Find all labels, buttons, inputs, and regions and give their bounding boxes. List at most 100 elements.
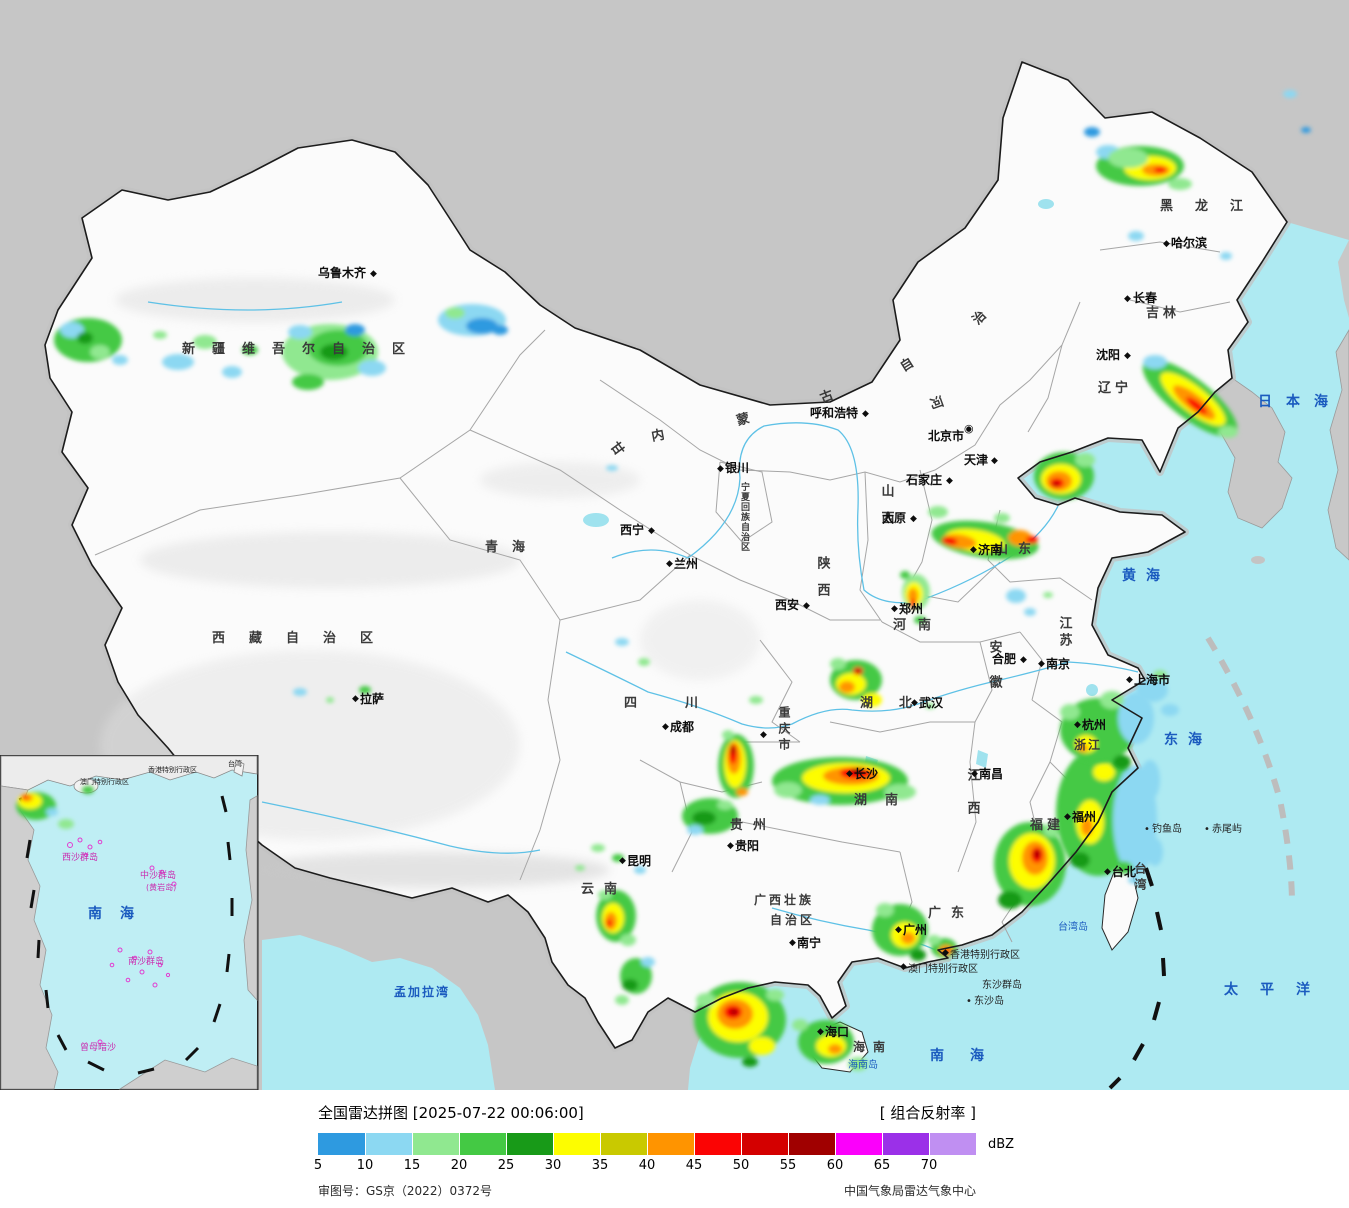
legend-cell — [835, 1133, 882, 1155]
city-marker-zhengzhou: ◆ — [891, 604, 898, 614]
city-label-zhengzhou: 郑州 — [899, 601, 923, 616]
maritime-dash-line — [1108, 867, 1166, 1090]
city-marker-changsha: ◆ — [846, 769, 853, 779]
radar-echo-jiangsu-specks — [1006, 589, 1053, 616]
province-label-guangdong: 广东 — [928, 905, 974, 921]
city-label-wulumuqi: 乌鲁木齐 — [318, 265, 367, 280]
city-marker-jinan: ◆ — [970, 545, 977, 555]
sea-label-bay-of-bengal: 孟加拉湾 — [394, 984, 450, 999]
sea-label-yellow-sea: 黄海 — [1122, 567, 1170, 584]
legend-value: 65 — [873, 1158, 891, 1173]
province-label-ningxia: 宁夏回族自治区 — [739, 481, 751, 552]
legend-value: 35 — [591, 1158, 609, 1173]
city-label-hefei: 合肥 — [992, 651, 1016, 666]
legend-cell — [459, 1133, 506, 1155]
radar-echo-tibet-specks — [293, 465, 618, 703]
city-marker-wuhan: ◆ — [911, 698, 918, 708]
legend-bar: 全国雷达拼图 [2025-07-22 00:06:00] [ 组合反射率 ] d… — [0, 1090, 1349, 1208]
legend-cell — [506, 1133, 553, 1155]
legend-value: 20 — [450, 1158, 468, 1173]
yangtze-river — [565, 651, 1139, 729]
city-label-nanjing: 南京 — [1046, 656, 1070, 671]
city-marker-lasa: ◆ — [352, 694, 359, 704]
province-label-yunnan: 云南 — [581, 881, 627, 897]
province-label-jiangsu: 江苏 — [1057, 615, 1073, 650]
radar-echo-hunan-band — [772, 757, 916, 805]
province-label-xizang: 西藏自治区 — [212, 630, 397, 646]
capital-marker-beijing: ◉ — [964, 422, 974, 435]
city-marker-wulumuqi: ◆ — [370, 269, 377, 279]
radar-echo-north-taiwan — [1116, 862, 1140, 884]
city-label-taibei: 台北 — [1112, 864, 1136, 879]
province-label-shaanxi: 陕西 — [815, 555, 831, 610]
city-marker-nanning: ◆ — [789, 938, 796, 948]
island-label-dongshaqundao: 东沙群岛 — [982, 978, 1022, 991]
island-dot-diaoyu: • — [1144, 824, 1150, 835]
radar-echo-bohai — [1034, 452, 1095, 500]
inset-label-zengmu: 曾母暗沙 — [80, 1041, 116, 1053]
island-label-taiwandao: 台湾岛 — [1058, 920, 1088, 933]
city-marker-haikou: ◆ — [817, 1027, 824, 1037]
japan-coast — [1327, 329, 1349, 561]
island-label-dongshadao: 东沙岛 — [974, 994, 1004, 1007]
china-radar-map: 黑龙江 吉林 辽宁 内蒙古自治区 新疆维吾尔自治区 甘肃 青海 西藏自治区 四川… — [0, 0, 1349, 1091]
legend-cell — [694, 1133, 741, 1155]
inset-map-south-china-sea: 台湾 香港特别行政区 澳门特别行政区 西沙群岛 中沙群岛 (黄岩岛) 南海 南沙… — [0, 755, 259, 1091]
province-label-heilongjiang: 黑龙江 — [1160, 198, 1265, 214]
east-south-sea — [688, 222, 1349, 1090]
province-label-sichuan: 四川 — [624, 696, 746, 711]
credit-label: 中国气象局雷达气象中心 — [843, 1184, 976, 1198]
inset-nine-dash-line — [18, 795, 234, 1075]
city-marker-macau: ◆ — [900, 962, 907, 972]
legend-title-row: 全国雷达拼图 [2025-07-22 00:06:00] [ 组合反射率 ] — [318, 1102, 976, 1123]
city-marker-kunming: ◆ — [619, 856, 626, 866]
city-marker-hangzhou: ◆ — [1074, 720, 1081, 730]
inset-label-macau: 澳门特别行政区 — [80, 777, 129, 786]
sea-label-south-china-sea: 南海 — [930, 1047, 1010, 1064]
bay-of-bengal-sea — [262, 935, 495, 1090]
poyang-lake — [976, 750, 988, 768]
radar-echo-yunnan-strong — [596, 890, 636, 946]
island-dot-chiwei: • — [1204, 824, 1210, 835]
radar-echo-northeast — [1084, 127, 1192, 190]
city-label-taiyuan: 太原 — [882, 510, 906, 525]
qinghai-lake — [583, 513, 609, 527]
city-marker-guiyang: ◆ — [727, 841, 734, 851]
legend-value: 70 — [920, 1158, 938, 1173]
inset-label-hongkong: 香港特别行政区 — [148, 765, 197, 774]
sea-label-east-china-sea: 东海 — [1164, 731, 1212, 748]
radar-echo-south-yunnan — [615, 957, 655, 1005]
island-label-diaoyudao: 钓鱼岛 — [1152, 822, 1182, 835]
sea-labels: 日本海 黄海 东海 南海 太平洋 孟加拉湾 • 钓鱼岛 • 赤尾屿 台湾岛 海南… — [394, 393, 1328, 1071]
city-label-changsha: 长沙 — [854, 766, 878, 781]
radar-echo-hainan — [792, 1019, 868, 1071]
city-marker-fuzhou: ◆ — [1064, 812, 1071, 822]
inset-radar-echo — [16, 786, 94, 829]
legend-cell — [600, 1133, 647, 1155]
island-dot-dongsha: • — [966, 996, 972, 1007]
inset-taiwan — [233, 759, 245, 777]
island-label-hainandao: 海南岛 — [848, 1058, 878, 1071]
inset-borneo — [118, 1057, 258, 1090]
city-label-haikou: 海口 — [825, 1024, 849, 1039]
city-marker-yinchuan: ◆ — [717, 464, 724, 474]
city-label-kunming: 昆明 — [627, 854, 651, 868]
japan-north — [1338, 240, 1349, 318]
province-label-zhejiang: 浙江 — [1074, 737, 1102, 752]
legend-value: 15 — [403, 1158, 421, 1173]
city-label-lasa: 拉萨 — [360, 691, 384, 706]
inset-china-coast — [0, 755, 258, 791]
city-label-shenyang: 沈阳 — [1096, 347, 1120, 362]
radar-echo-shanghai-offshore — [1136, 670, 1179, 716]
inset-philippines — [243, 795, 258, 1002]
province-label-jiangxi: 江西 — [965, 767, 981, 834]
yellow-river — [611, 422, 1059, 604]
city-label-jinan: 济南 — [978, 542, 1002, 557]
radar-echo-zhengzhou — [900, 571, 930, 624]
legend-cell — [741, 1133, 788, 1155]
province-label-anhui: 安徽 — [987, 639, 1004, 710]
city-marker-hefei: ◆ — [1020, 655, 1027, 665]
legend-cell — [882, 1133, 929, 1155]
city-marker-chengdu: ◆ — [662, 722, 669, 732]
